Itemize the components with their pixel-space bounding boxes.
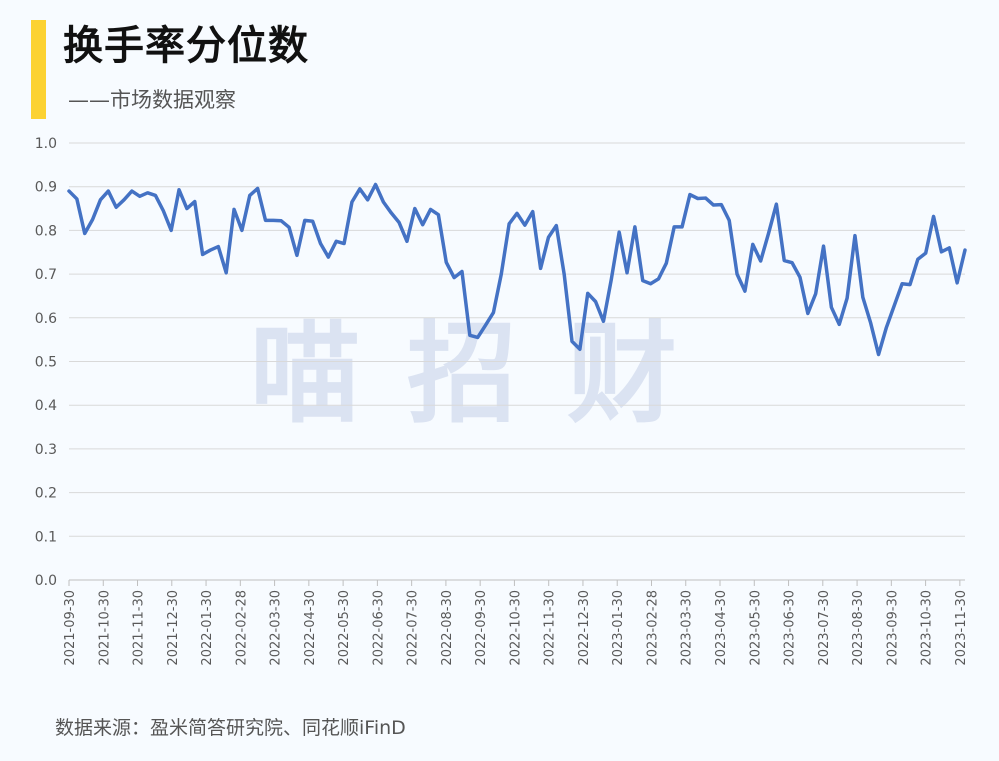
x-tick-label: 2021-09-30	[63, 590, 78, 666]
x-tick-label: 2022-08-30	[440, 590, 455, 666]
x-tick-label: 2022-03-30	[269, 590, 284, 666]
watermark-char-1: 喵	[250, 310, 360, 438]
x-tick-label: 2023-10-30	[920, 590, 935, 666]
y-axis: 0.0 0.1 0.2 0.3 0.4 0.5 0.6 0.7 0.8 0.9 1.0	[35, 136, 57, 589]
watermark: 喵 招 财	[250, 310, 677, 438]
y-tick-label: 0.8	[35, 223, 57, 239]
y-tick-label: 0.2	[35, 486, 57, 502]
page-subtitle: ——市场数据观察	[68, 88, 236, 112]
x-tick-label: 2023-06-30	[783, 590, 798, 666]
x-tick-label: 2021-10-30	[97, 590, 112, 666]
y-tick-label: 0.9	[35, 180, 57, 196]
watermark-char-2: 招	[407, 310, 517, 438]
y-tick-label: 0.6	[35, 311, 57, 327]
y-tick-label: 0.7	[35, 267, 57, 283]
x-tick-label: 2021-11-30	[132, 590, 147, 666]
y-tick-label: 0.4	[35, 398, 57, 414]
y-tick-label: 1.0	[35, 136, 57, 152]
x-tick-label: 2023-11-30	[954, 590, 969, 666]
series-group	[67, 182, 967, 357]
x-tick-label: 2022-12-30	[577, 590, 592, 666]
x-tick-label: 2023-09-30	[885, 590, 900, 666]
x-tick-label: 2023-02-28	[645, 590, 660, 666]
x-tick-label: 2023-03-30	[680, 590, 695, 666]
x-tick-label: 2023-05-30	[748, 590, 763, 666]
x-tick-label: 2022-02-28	[234, 590, 249, 666]
x-tick-label: 2022-11-30	[543, 590, 558, 666]
x-tick-label: 2022-04-30	[303, 590, 318, 666]
x-tick-label: 2023-07-30	[817, 590, 832, 666]
x-tick-label: 2022-10-30	[508, 590, 523, 666]
gridlines	[69, 142, 965, 537]
watermark-char-3: 财	[567, 310, 677, 438]
x-tick-label: 2022-09-30	[474, 590, 489, 666]
x-tick-label: 2022-01-30	[200, 590, 215, 666]
x-tick-label: 2021-12-30	[166, 590, 181, 666]
data-source-note: 数据来源：盈米简答研究院、同花顺iFinD	[55, 717, 406, 739]
x-axis: 2021-09-30 2021-10-30 2021-11-30 2021-12-30…	[63, 579, 969, 666]
x-tick-label: 2023-04-30	[714, 590, 729, 666]
x-tick-label: 2023-01-30	[611, 590, 626, 666]
y-tick-label: 0.0	[35, 573, 57, 589]
x-tick-label: 2022-06-30	[371, 590, 386, 666]
page-title: 换手率分位数	[63, 23, 309, 69]
x-tick-label: 2022-05-30	[337, 590, 352, 666]
x-tick-label: 2023-08-30	[851, 590, 866, 666]
x-tick-label: 2022-07-30	[406, 590, 421, 666]
title-accent-bar	[31, 20, 46, 119]
y-tick-label: 0.3	[35, 442, 57, 458]
y-tick-label: 0.1	[35, 529, 57, 545]
y-tick-label: 0.5	[35, 355, 57, 371]
series-line-turnover-percentile	[67, 182, 967, 357]
